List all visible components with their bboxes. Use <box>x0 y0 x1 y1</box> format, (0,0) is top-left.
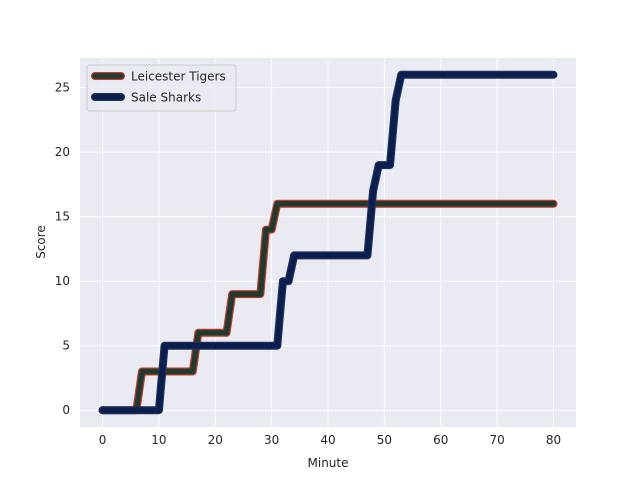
y-tick-label: 20 <box>55 145 70 159</box>
legend-item: Sale Sharks <box>91 91 201 105</box>
x-tick-label: 0 <box>99 433 107 447</box>
x-tick-label: 10 <box>151 433 166 447</box>
y-tick-label: 10 <box>55 274 70 288</box>
legend-item: Leicester Tigers <box>91 70 226 84</box>
y-tick-label: 15 <box>55 210 70 224</box>
y-tick-label: 25 <box>55 81 70 95</box>
legend-label: Sale Sharks <box>131 91 201 105</box>
legend-label: Leicester Tigers <box>131 70 226 84</box>
x-tick-label: 80 <box>546 433 561 447</box>
x-axis-label: Minute <box>308 456 349 470</box>
x-axis-ticks: 0 10 20 30 40 50 60 70 80 <box>99 433 561 447</box>
x-tick-label: 70 <box>489 433 504 447</box>
x-tick-label: 50 <box>377 433 392 447</box>
x-tick-label: 30 <box>264 433 279 447</box>
y-axis-ticks: 0 5 10 15 20 25 <box>55 81 70 418</box>
series-layer <box>98 70 558 415</box>
y-tick-label: 5 <box>62 339 70 353</box>
x-tick-label: 60 <box>433 433 448 447</box>
x-tick-label: 40 <box>320 433 335 447</box>
x-tick-label: 20 <box>208 433 223 447</box>
y-axis-label: Score <box>34 225 48 259</box>
series-line-core <box>99 201 557 413</box>
y-tick-label: 0 <box>62 403 70 417</box>
series-2-line <box>98 70 558 415</box>
grid-lines <box>80 58 576 427</box>
legend: Leicester Tigers Sale Sharks <box>86 64 237 112</box>
series-line-core <box>99 72 557 413</box>
series-1-line <box>98 199 558 415</box>
